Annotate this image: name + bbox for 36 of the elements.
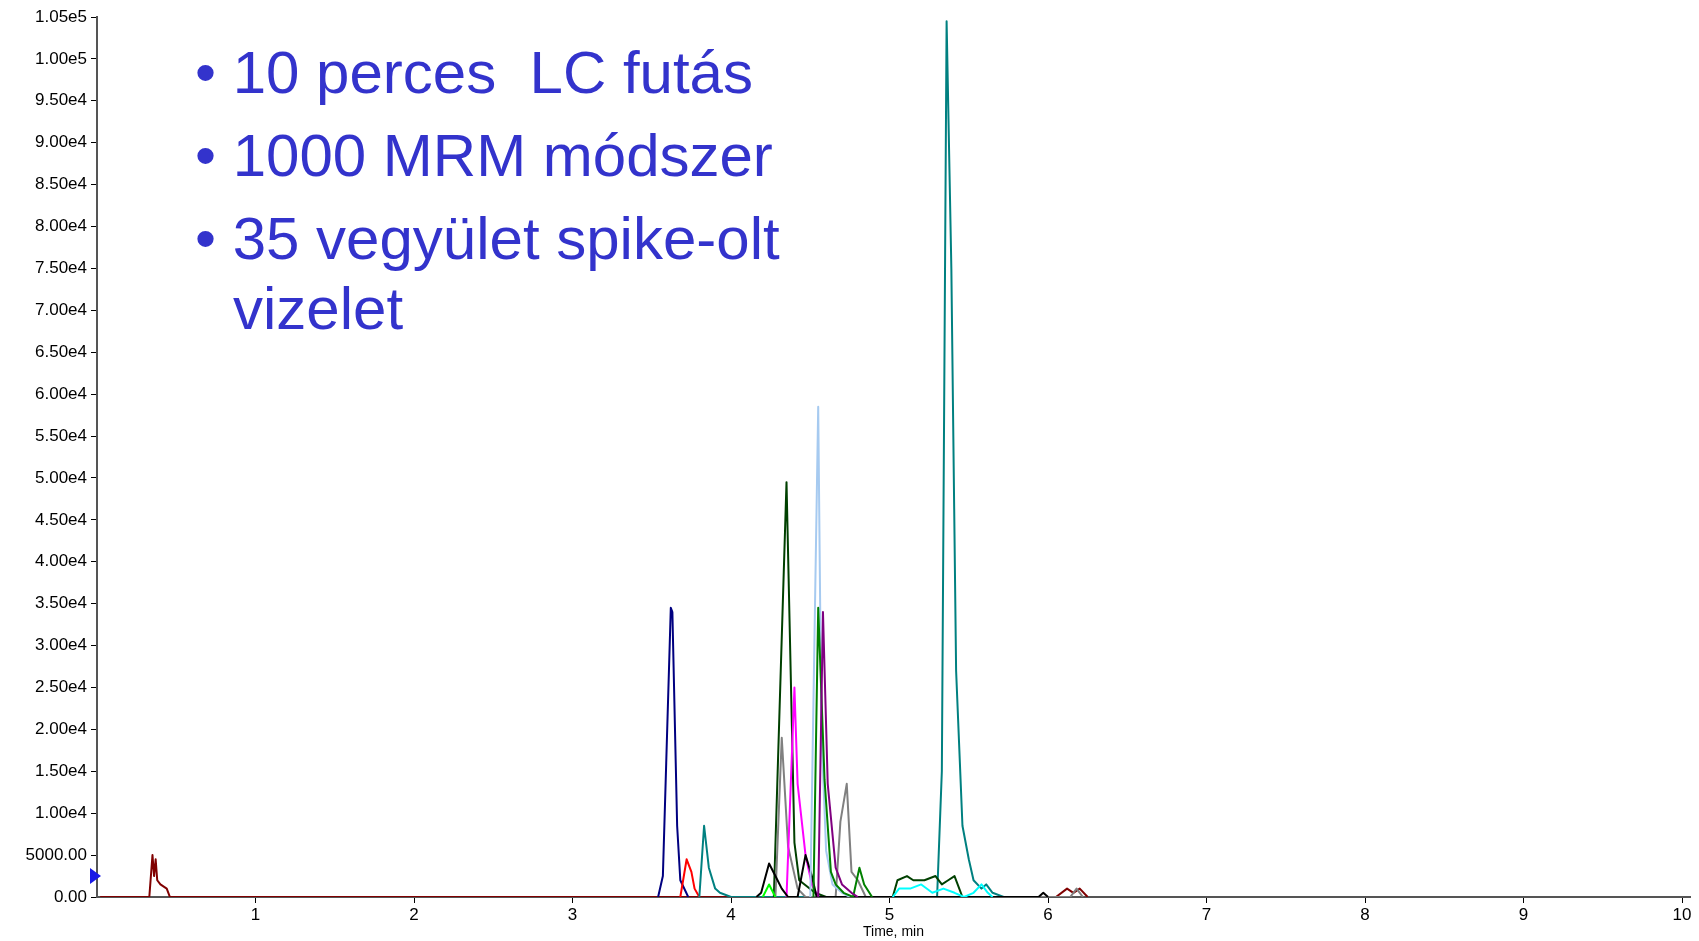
y-tick-label: 6.50e4 <box>35 341 87 361</box>
y-tick-label: 2.00e4 <box>35 719 87 739</box>
y-tick-label: 0.00 <box>53 886 87 906</box>
y-tick-label: 7.00e4 <box>35 300 87 320</box>
y-tick-label: 7.50e4 <box>35 258 87 278</box>
x-tick-label: 9 <box>1518 904 1529 924</box>
y-tick-label: 3.00e4 <box>35 635 87 655</box>
x-tick-label: 7 <box>1201 904 1212 924</box>
y-tick-label: 5.00e4 <box>35 467 87 487</box>
y-tick-label: 9.50e4 <box>35 90 87 110</box>
y-tick-label: 1.05e5 <box>35 6 87 26</box>
y-tick-label: 2.50e4 <box>35 677 87 697</box>
y-tick-label: 8.00e4 <box>35 216 87 236</box>
y-tick-label: 5.50e4 <box>35 425 87 445</box>
x-axis-title: Time, min <box>863 923 924 940</box>
x-tick-label: 10 <box>1672 904 1692 924</box>
annotation: • 35 vegyület spike-olt vizelet <box>195 204 781 344</box>
x-tick-label: 5 <box>884 904 895 924</box>
x-tick-label: 6 <box>1043 904 1053 924</box>
annotation: • 1000 MRM módszer <box>195 121 774 191</box>
y-tick-label: 6.00e4 <box>35 383 87 403</box>
x-tick-label: 8 <box>1360 904 1370 924</box>
x-tick-label: 2 <box>409 904 419 924</box>
y-tick-label: 4.50e4 <box>35 509 87 529</box>
y-tick-label: 3.50e4 <box>35 593 87 613</box>
y-tick-label: 9.00e4 <box>35 132 87 152</box>
y-tick-label: 1.00e5 <box>35 48 87 68</box>
x-tick-label: 3 <box>567 904 578 924</box>
y-tick-label: 8.50e4 <box>35 174 87 194</box>
y-tick-label: 5000.00 <box>25 844 87 864</box>
y-tick-label: 4.00e4 <box>35 551 87 571</box>
x-tick-label: 4 <box>726 904 736 924</box>
annotation: • 10 perces LC futás <box>195 38 754 108</box>
y-tick-label: 1.00e4 <box>35 802 87 822</box>
y-tick-label: 1.50e4 <box>35 760 87 780</box>
x-tick-label: 1 <box>250 904 261 924</box>
